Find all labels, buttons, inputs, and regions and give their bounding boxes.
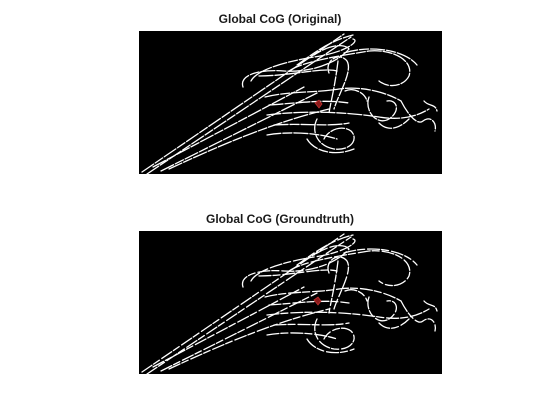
panel-title-groundtruth: Global CoG (Groundtruth) xyxy=(206,212,354,226)
edge-image-groundtruth xyxy=(139,231,442,374)
signature-edges-original xyxy=(141,33,438,174)
edge-image-original xyxy=(139,31,442,174)
cog-marker xyxy=(314,99,323,109)
panel-title-original: Global CoG (Original) xyxy=(218,12,342,26)
cog-marker xyxy=(313,296,322,306)
signature-edges-groundtruth xyxy=(141,233,438,374)
